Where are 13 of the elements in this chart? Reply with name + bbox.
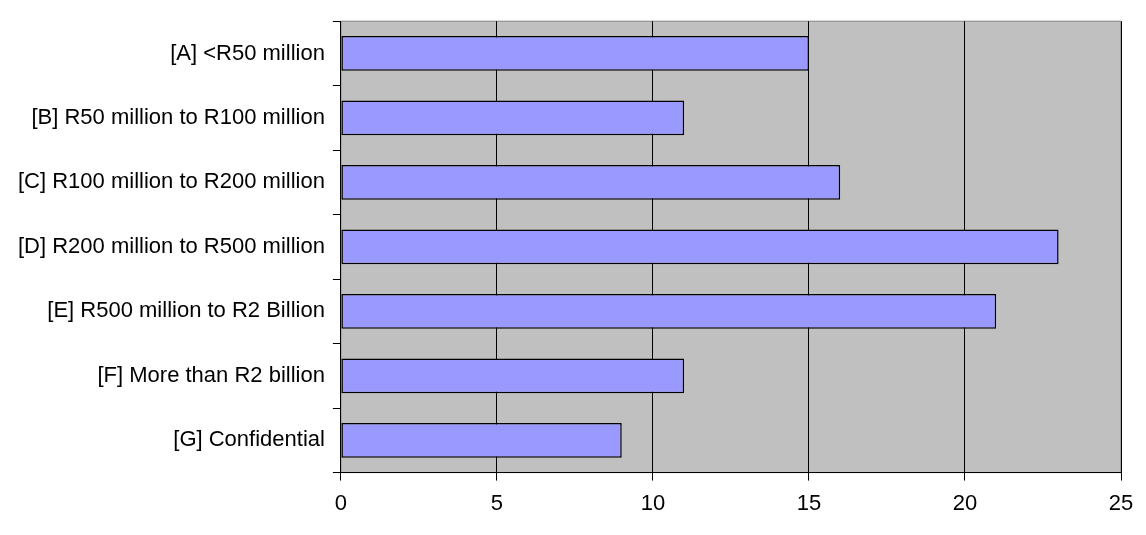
x-tick-label: 20 xyxy=(952,489,978,515)
y-tick-label: [F] More than R2 billion xyxy=(97,361,325,387)
x-tick-label: 0 xyxy=(334,489,348,515)
x-tick-label: 25 xyxy=(1108,489,1134,515)
y-tick-label: [G] Confidential xyxy=(173,426,325,452)
y-tick-label: [C] R100 million to R200 million xyxy=(18,168,325,194)
y-tick-label: [D] R200 million to R500 million xyxy=(18,232,325,258)
y-tick-label: [B] R50 million to R100 million xyxy=(31,103,325,129)
y-tick-label: [E] R500 million to R2 Billion xyxy=(47,297,325,323)
x-tick-label: 5 xyxy=(490,489,504,515)
x-tick-label: 10 xyxy=(640,489,666,515)
x-tick-label: 15 xyxy=(796,489,822,515)
y-tick-label: [A] <R50 million xyxy=(170,39,325,65)
